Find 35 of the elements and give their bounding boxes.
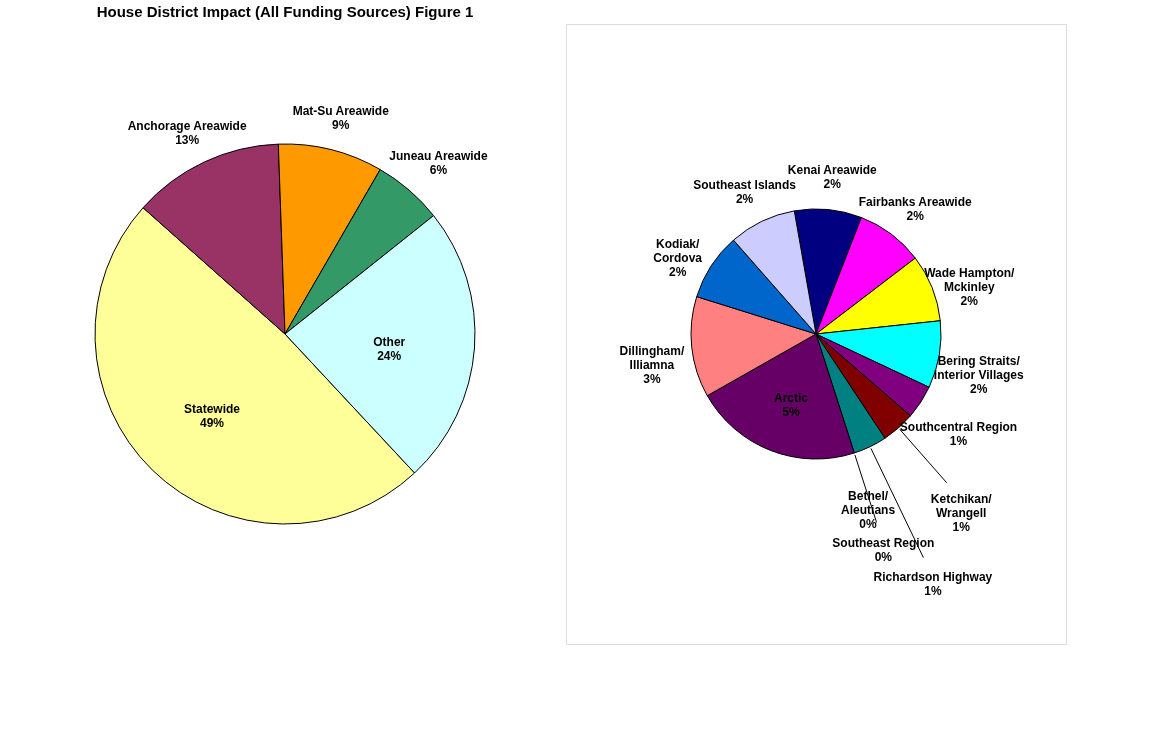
data-label: 1% (924, 584, 942, 599)
data-label: 2% (970, 382, 988, 397)
data-label: 2% (906, 209, 925, 224)
data-label: 1% (952, 520, 971, 535)
slice-label: Anchorage Areawide (127, 118, 247, 133)
slice-label: Bering Straits/ Interior Villages (933, 354, 1024, 383)
data-label: 1% (949, 433, 968, 448)
text: 0% (859, 516, 877, 531)
data-label: 2% (735, 192, 754, 207)
slice-label: Southeast Islands (693, 178, 797, 193)
data-label: 9% (332, 117, 350, 132)
slice-label: Kodiak/ Cordova (653, 237, 703, 266)
data-label: 6% (429, 163, 448, 178)
slice-label: Wade Hampton/ Mckinley (924, 265, 1016, 294)
data-label: 49% (199, 415, 225, 430)
data-label: 5% (782, 405, 801, 420)
chart-title: House District Impact (All Funding Sources) Figure 1 (96, 3, 474, 20)
slice-label: Arctic (774, 391, 809, 406)
data-label: 24% (377, 348, 402, 363)
text: 0% (874, 550, 893, 565)
data-label: 13% (175, 132, 200, 147)
slice-label: Southcentral Region (899, 419, 1018, 434)
slice-label: Juneau Areawide (389, 149, 488, 164)
slice-label: Fairbanks Areawide (858, 195, 972, 210)
slice-label: Ketchikan/ Wrangell (930, 492, 993, 521)
slice-label: Other (373, 334, 406, 349)
slice-label: Dillingham/ Illiamna (619, 344, 685, 373)
data-label: 2% (669, 265, 687, 280)
slice-label: Kenai Areawide (787, 162, 878, 177)
data-label: 2% (960, 293, 979, 308)
data-label: 3% (643, 372, 661, 387)
data-label: 2% (823, 176, 842, 191)
slice-label: Mat-Su Areawide (292, 103, 390, 118)
slice-label: Richardson Highway (873, 570, 993, 585)
slice-label: Statewide (183, 401, 241, 416)
